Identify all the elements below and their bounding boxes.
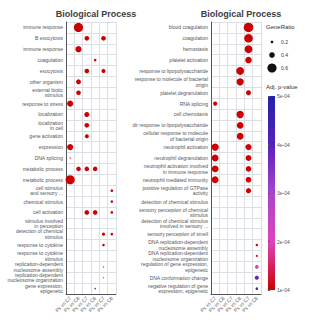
svg-text:expression, epigenetic: expression, epigenetic: [158, 288, 208, 294]
svg-text:Ps vs C7: Ps vs C7: [70, 294, 89, 314]
svg-text:stimulus involved: stimulus involved: [24, 217, 63, 224]
svg-text:exocytosis: exocytosis: [40, 68, 64, 74]
svg-text:GeneRatio: GeneRatio: [266, 24, 295, 30]
svg-text:regulation of gene expression,: regulation of gene expression,: [141, 261, 208, 267]
svg-text:Ps vs C8: Ps vs C8: [96, 295, 115, 314]
svg-text:cell stimulus: cell stimulus: [35, 184, 63, 191]
svg-text:epigenetic: epigenetic: [185, 267, 208, 273]
svg-text:neutrophil activation: neutrophil activation: [164, 144, 209, 150]
svg-text:detection of chemical stimulus: detection of chemical stimulus: [141, 217, 208, 224]
svg-text:negative regulation of gene: negative regulation of gene: [147, 282, 208, 289]
svg-text:Ps vs C7: Ps vs C7: [87, 294, 106, 314]
svg-text:neutrophil mediated immunity: neutrophil mediated immunity: [143, 177, 209, 183]
svg-text:hemostasis: hemostasis: [183, 46, 209, 52]
svg-text:involved in sensory ...: involved in sensory ...: [160, 223, 208, 229]
svg-text:in perception: in perception: [34, 223, 63, 229]
svg-text:cellular response to molecule: cellular response to molecule: [143, 130, 208, 137]
svg-text:2e-04: 2e-04: [277, 239, 290, 245]
svg-text:Biological Process: Biological Process: [201, 9, 282, 19]
svg-text:positive regulation of GTPase: positive regulation of GTPase: [142, 184, 208, 191]
svg-text:expression: expression: [39, 144, 63, 150]
svg-text:5e-04: 5e-04: [277, 93, 290, 99]
svg-text:0.6: 0.6: [281, 65, 288, 71]
svg-text:in cell: in cell: [50, 125, 63, 131]
svg-text:stimulus: stimulus: [189, 212, 208, 219]
svg-text:replication-dependent: replication-dependent: [14, 271, 63, 278]
svg-text:Ps vs C8: Ps vs C8: [78, 294, 98, 314]
svg-text:platelet activation: platelet activation: [169, 57, 208, 63]
svg-text:B exocytosis: B exocytosis: [35, 35, 64, 41]
svg-text:response to stress: response to stress: [22, 101, 63, 107]
svg-text:Ps vs C8: Ps vs C8: [241, 295, 260, 314]
svg-text:stimulus: stimulus: [45, 92, 64, 98]
svg-text:other organism: other organism: [30, 79, 63, 85]
svg-text:replication-dependent: replication-dependent: [14, 261, 63, 267]
svg-text:Ps vs C7: Ps vs C7: [232, 294, 251, 314]
svg-text:Ps vs C7: Ps vs C7: [198, 294, 218, 314]
svg-text:chemical stimulus: chemical stimulus: [24, 199, 64, 205]
svg-text:localization: localization: [38, 111, 63, 117]
svg-text:Ps vs C7: Ps vs C7: [215, 294, 234, 314]
svg-text:response to cytokine: response to cytokine: [17, 242, 63, 248]
svg-text:Ps vs C8: Ps vs C8: [62, 294, 81, 314]
svg-text:of bacterial origin: of bacterial origin: [170, 136, 208, 142]
svg-text:nucleosome assembly: nucleosome assembly: [13, 266, 63, 273]
svg-text:4e-04: 4e-04: [277, 142, 290, 148]
svg-text:0.2: 0.2: [281, 39, 288, 45]
svg-text:metabolic process: metabolic process: [23, 177, 64, 183]
svg-text:Ps vs C8: Ps vs C8: [223, 294, 243, 314]
svg-text:DNA replication-dependent: DNA replication-dependent: [148, 239, 208, 246]
svg-text:3e-04: 3e-04: [277, 190, 290, 196]
svg-text:DNA splicing: DNA splicing: [35, 155, 64, 161]
svg-text:0.4: 0.4: [281, 52, 288, 58]
svg-text:1e-04: 1e-04: [277, 287, 290, 293]
svg-text:DNA replication-dependent: DNA replication-dependent: [148, 250, 208, 257]
svg-text:sensory perception of smell: sensory perception of smell: [147, 231, 208, 237]
svg-text:response to cytokine: response to cytokine: [17, 250, 63, 257]
svg-text:activity: activity: [193, 190, 209, 196]
svg-text:Adj. p-value: Adj. p-value: [266, 84, 298, 90]
svg-text:immune response: immune response: [23, 46, 63, 52]
svg-text:metabolic process: metabolic process: [23, 166, 64, 172]
svg-text:sensory perception of chemical: sensory perception of chemical: [139, 206, 208, 213]
svg-text:epigenetic: epigenetic: [40, 288, 63, 294]
svg-text:gene activation: gene activation: [29, 133, 63, 139]
svg-text:response to molecule of bacter: response to molecule of bacterial: [134, 76, 208, 83]
svg-text:gene expression,: gene expression,: [24, 282, 63, 289]
svg-text:neutrophil activation involved: neutrophil activation involved: [143, 163, 208, 170]
svg-text:DNA conformation change: DNA conformation change: [150, 275, 209, 281]
svg-text:response to lipopolysaccharide: response to lipopolysaccharide: [139, 68, 208, 74]
svg-text:Biological Process: Biological Process: [56, 9, 137, 19]
svg-text:neutrophil degranulation: neutrophil degranulation: [154, 155, 208, 161]
svg-text:external biotic: external biotic: [32, 87, 63, 93]
svg-text:nucleosome assembly: nucleosome assembly: [158, 244, 208, 251]
svg-text:platelet degranulation: platelet degranulation: [160, 90, 208, 96]
svg-text:nucleosome organization: nucleosome organization: [152, 255, 208, 262]
svg-text:detection of chemical stimulus: detection of chemical stimulus: [141, 199, 208, 205]
svg-text:coagulation: coagulation: [37, 57, 63, 63]
svg-text:Ps vs C8: Ps vs C8: [207, 294, 226, 314]
svg-text:immune response: immune response: [23, 24, 63, 30]
svg-text:cell chemotaxis: cell chemotaxis: [174, 111, 209, 117]
svg-text:detection of chemical: detection of chemical: [16, 228, 63, 235]
svg-text:localization: localization: [38, 119, 63, 126]
svg-text:nucleosome organization: nucleosome organization: [7, 277, 63, 284]
svg-text:blood coagulation: blood coagulation: [169, 24, 208, 30]
svg-text:stimulus: stimulus: [44, 255, 63, 262]
svg-text:cell activation: cell activation: [33, 209, 63, 215]
svg-text:in immune response: in immune response: [163, 169, 208, 175]
svg-text:and sensory ...: and sensory ...: [30, 190, 63, 196]
svg-text:stimulus: stimulus: [45, 234, 64, 240]
svg-text:coagulation: coagulation: [182, 35, 208, 41]
svg-text:origin: origin: [196, 82, 208, 88]
svg-text:Ps vs C7: Ps vs C7: [53, 294, 73, 314]
svg-text:RNA splicing: RNA splicing: [180, 101, 209, 107]
svg-text:dir response to lipopolysaccha: dir response to lipopolysaccharide: [132, 122, 208, 128]
